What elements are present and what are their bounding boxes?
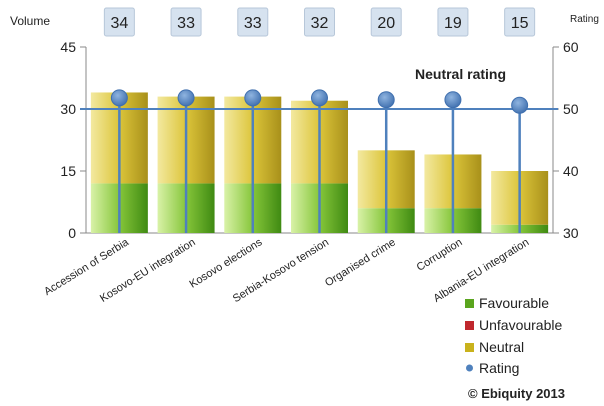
legend-label-favourable: Favourable bbox=[479, 295, 549, 311]
y-axis-left-label: Volume bbox=[10, 14, 50, 28]
y-left-tick-label: 15 bbox=[60, 163, 76, 179]
rating-point bbox=[311, 89, 328, 107]
category-label: Corruption bbox=[415, 236, 465, 273]
y-axis-left-ticks: 0 15 30 45 bbox=[60, 39, 86, 241]
total-value-label: 19 bbox=[444, 15, 462, 32]
rating-point bbox=[444, 91, 462, 109]
total-value-label: 32 bbox=[311, 15, 329, 32]
rating-markers bbox=[110, 89, 529, 233]
y-axis-right-ticks: 30 40 50 60 bbox=[553, 39, 579, 241]
y-right-tick-label: 50 bbox=[563, 101, 579, 117]
legend-swatch-favourable bbox=[465, 299, 474, 308]
legend-swatch-rating bbox=[466, 364, 473, 372]
total-value-label: 20 bbox=[377, 15, 395, 32]
total-value-box bbox=[103, 7, 135, 37]
category-label: Organised crime bbox=[323, 236, 398, 289]
total-value-boxes: 34 33 33 32 20 19 15 bbox=[103, 7, 536, 37]
y-axis-right-label: Rating bbox=[570, 14, 599, 25]
y-right-tick-label: 40 bbox=[563, 163, 579, 179]
rating-point bbox=[244, 89, 262, 107]
total-value-box bbox=[504, 7, 536, 37]
total-value-box bbox=[170, 7, 202, 37]
total-value-box bbox=[370, 7, 402, 37]
legend-swatch-neutral bbox=[465, 343, 474, 352]
legend-swatch-unfavourable bbox=[465, 321, 474, 330]
rating-point bbox=[177, 89, 195, 107]
rating-point bbox=[377, 91, 395, 109]
y-left-tick-label: 30 bbox=[60, 101, 76, 117]
y-left-tick-label: 45 bbox=[60, 39, 76, 55]
legend-label-neutral: Neutral bbox=[479, 339, 524, 355]
neutral-rating-label: Neutral rating bbox=[415, 66, 506, 82]
total-value-box bbox=[304, 7, 335, 37]
total-value-box bbox=[437, 7, 469, 37]
total-value-label: 33 bbox=[177, 15, 195, 32]
y-right-tick-label: 30 bbox=[563, 225, 579, 241]
total-value-label: 33 bbox=[244, 15, 262, 32]
y-right-tick-label: 60 bbox=[563, 39, 579, 55]
legend: Favourable Unfavourable Neutral Rating bbox=[465, 295, 562, 376]
legend-label-unfavourable: Unfavourable bbox=[479, 317, 562, 333]
total-value-label: 15 bbox=[511, 15, 529, 32]
total-value-label: 34 bbox=[110, 15, 128, 32]
total-value-box bbox=[237, 7, 269, 37]
rating-point bbox=[110, 89, 128, 107]
copyright-text: © Ebiquity 2013 bbox=[468, 386, 565, 401]
rating-point bbox=[511, 96, 529, 114]
y-left-tick-label: 0 bbox=[68, 225, 76, 241]
legend-label-rating: Rating bbox=[479, 360, 519, 376]
